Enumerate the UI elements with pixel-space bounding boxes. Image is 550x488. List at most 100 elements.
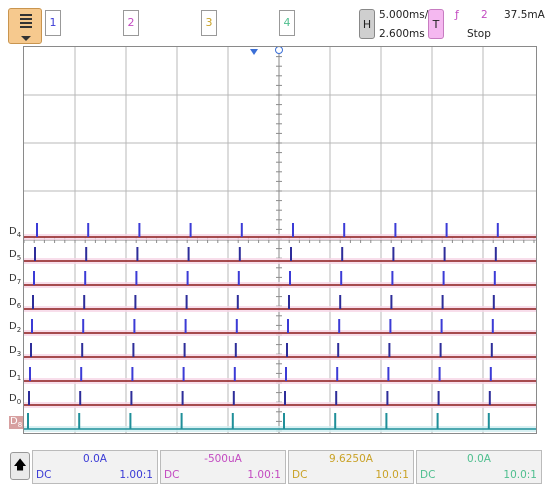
trace-pulse <box>232 391 235 405</box>
trigger-button[interactable]: T <box>428 9 444 39</box>
channel-4-probe: 10.0:1 <box>503 469 537 481</box>
trace-pulse <box>438 367 441 381</box>
digital-label-d4: D4 <box>9 226 22 239</box>
trace-pulse <box>189 223 192 237</box>
channel-3-info[interactable]: 9.6250A DC 10.0:1 <box>288 450 414 484</box>
trace-pulse <box>285 367 287 381</box>
digital-traces <box>24 223 536 432</box>
trace-pulse <box>80 367 83 381</box>
trace-pulse <box>334 413 337 429</box>
trace-pulse <box>494 247 497 261</box>
trace-pulse <box>129 413 132 429</box>
channel-4-coupling: DC <box>420 469 436 481</box>
trace-pulse <box>493 271 496 285</box>
trace-pulse <box>289 271 291 285</box>
trace-pulse <box>442 271 445 285</box>
digital-label-d8[interactable]: D8 <box>9 416 24 429</box>
trace-pulse <box>286 343 288 357</box>
trace-pulse <box>78 413 81 429</box>
channel-2-coupling: DC <box>164 469 180 481</box>
trace-pulse <box>131 367 134 381</box>
waveform-display[interactable] <box>23 46 537 434</box>
trace-pulse <box>84 271 87 285</box>
trace-pulse <box>492 295 495 309</box>
trace-pulse <box>187 247 190 261</box>
trace-pulse <box>231 413 234 429</box>
channel-2-info[interactable]: -500uA DC 1.00:1 <box>160 450 286 484</box>
trace-pulse <box>234 343 237 357</box>
delay-marker-icon <box>250 49 258 55</box>
channel-3-coupling: DC <box>292 469 308 481</box>
trace-pulse <box>487 413 490 429</box>
channel-4-button[interactable]: 4 <box>279 10 295 36</box>
channel-1-button[interactable]: 1 <box>45 10 61 36</box>
trace-pulse <box>235 319 238 333</box>
trace-pulse <box>488 391 491 405</box>
trace-pulse <box>343 223 346 237</box>
channel-2-offset: -500uA <box>204 453 242 465</box>
trace-pulse <box>284 391 286 405</box>
trace-pulse <box>33 271 35 285</box>
channel-3-offset: 9.6250A <box>329 453 373 465</box>
trace-pulse <box>27 413 29 429</box>
trigger-level: 37.5mA <box>504 9 545 21</box>
trace-pulse <box>79 391 82 405</box>
delay-value: 2.600ms <box>379 28 425 40</box>
trace-pulse <box>290 247 292 261</box>
trace-pulse <box>441 295 444 309</box>
trigger-button-label: T <box>432 18 440 31</box>
trace-pulse <box>391 271 394 285</box>
expand-up-button[interactable]: 🡅 <box>10 452 30 480</box>
channel-3-button[interactable]: 3 <box>201 10 217 36</box>
up-arrow-icon: 🡅 <box>13 458 27 473</box>
trace-pulse <box>440 319 443 333</box>
trace-pulse <box>392 247 395 261</box>
trace-pulse <box>292 223 294 237</box>
run-state: Stop <box>467 28 491 40</box>
trace-pulse <box>341 247 344 261</box>
trace-pulse <box>181 391 184 405</box>
trace-pulse <box>36 223 38 237</box>
trace-pulse <box>185 295 188 309</box>
trace-pulse <box>337 343 340 357</box>
channel-4-info[interactable]: 0.0A DC 10.0:1 <box>416 450 542 484</box>
trace-pulse <box>385 413 388 429</box>
trace-pulse <box>32 295 34 309</box>
trace-pulse <box>390 295 393 309</box>
trace-pulse <box>30 343 32 357</box>
trace-pulse <box>130 391 133 405</box>
trace-pulse <box>81 343 84 357</box>
channel-2-button[interactable]: 2 <box>123 10 139 36</box>
timebase-value: 5.000ms/ <box>379 9 429 21</box>
trace-pulse <box>443 247 446 261</box>
trace-pulse <box>238 247 241 261</box>
digital-label-d0: D0 <box>9 393 22 406</box>
trace-pulse <box>439 343 442 357</box>
horizontal-button[interactable]: H <box>359 9 375 39</box>
channel-1-label: 1 <box>49 16 57 29</box>
trace-pulse <box>437 391 440 405</box>
digital-label-d2: D2 <box>9 321 22 334</box>
trace-pulse <box>236 295 239 309</box>
horizontal-button-label: H <box>362 18 372 31</box>
trace-pulse <box>233 367 236 381</box>
trace-pulse <box>138 223 141 237</box>
trace-pulse <box>132 343 135 357</box>
channel-1-coupling: DC <box>36 469 52 481</box>
trace-pulse <box>340 271 343 285</box>
trace-pulse <box>237 271 240 285</box>
trace-pulse <box>394 223 397 237</box>
trace-pulse <box>335 391 338 405</box>
menu-button[interactable] <box>8 8 42 44</box>
trace-pulse <box>389 319 392 333</box>
channel-1-offset: 0.0A <box>83 453 107 465</box>
trace-pulse <box>491 319 494 333</box>
trace-pulse <box>490 343 493 357</box>
channel-1-probe: 1.00:1 <box>119 469 153 481</box>
trace-pulse <box>29 367 31 381</box>
trace-pulse <box>336 367 339 381</box>
trace-pulse <box>136 247 139 261</box>
trace-pulse <box>34 247 36 261</box>
trace-pulse <box>28 391 30 405</box>
channel-1-info[interactable]: 0.0A DC 1.00:1 <box>32 450 158 484</box>
